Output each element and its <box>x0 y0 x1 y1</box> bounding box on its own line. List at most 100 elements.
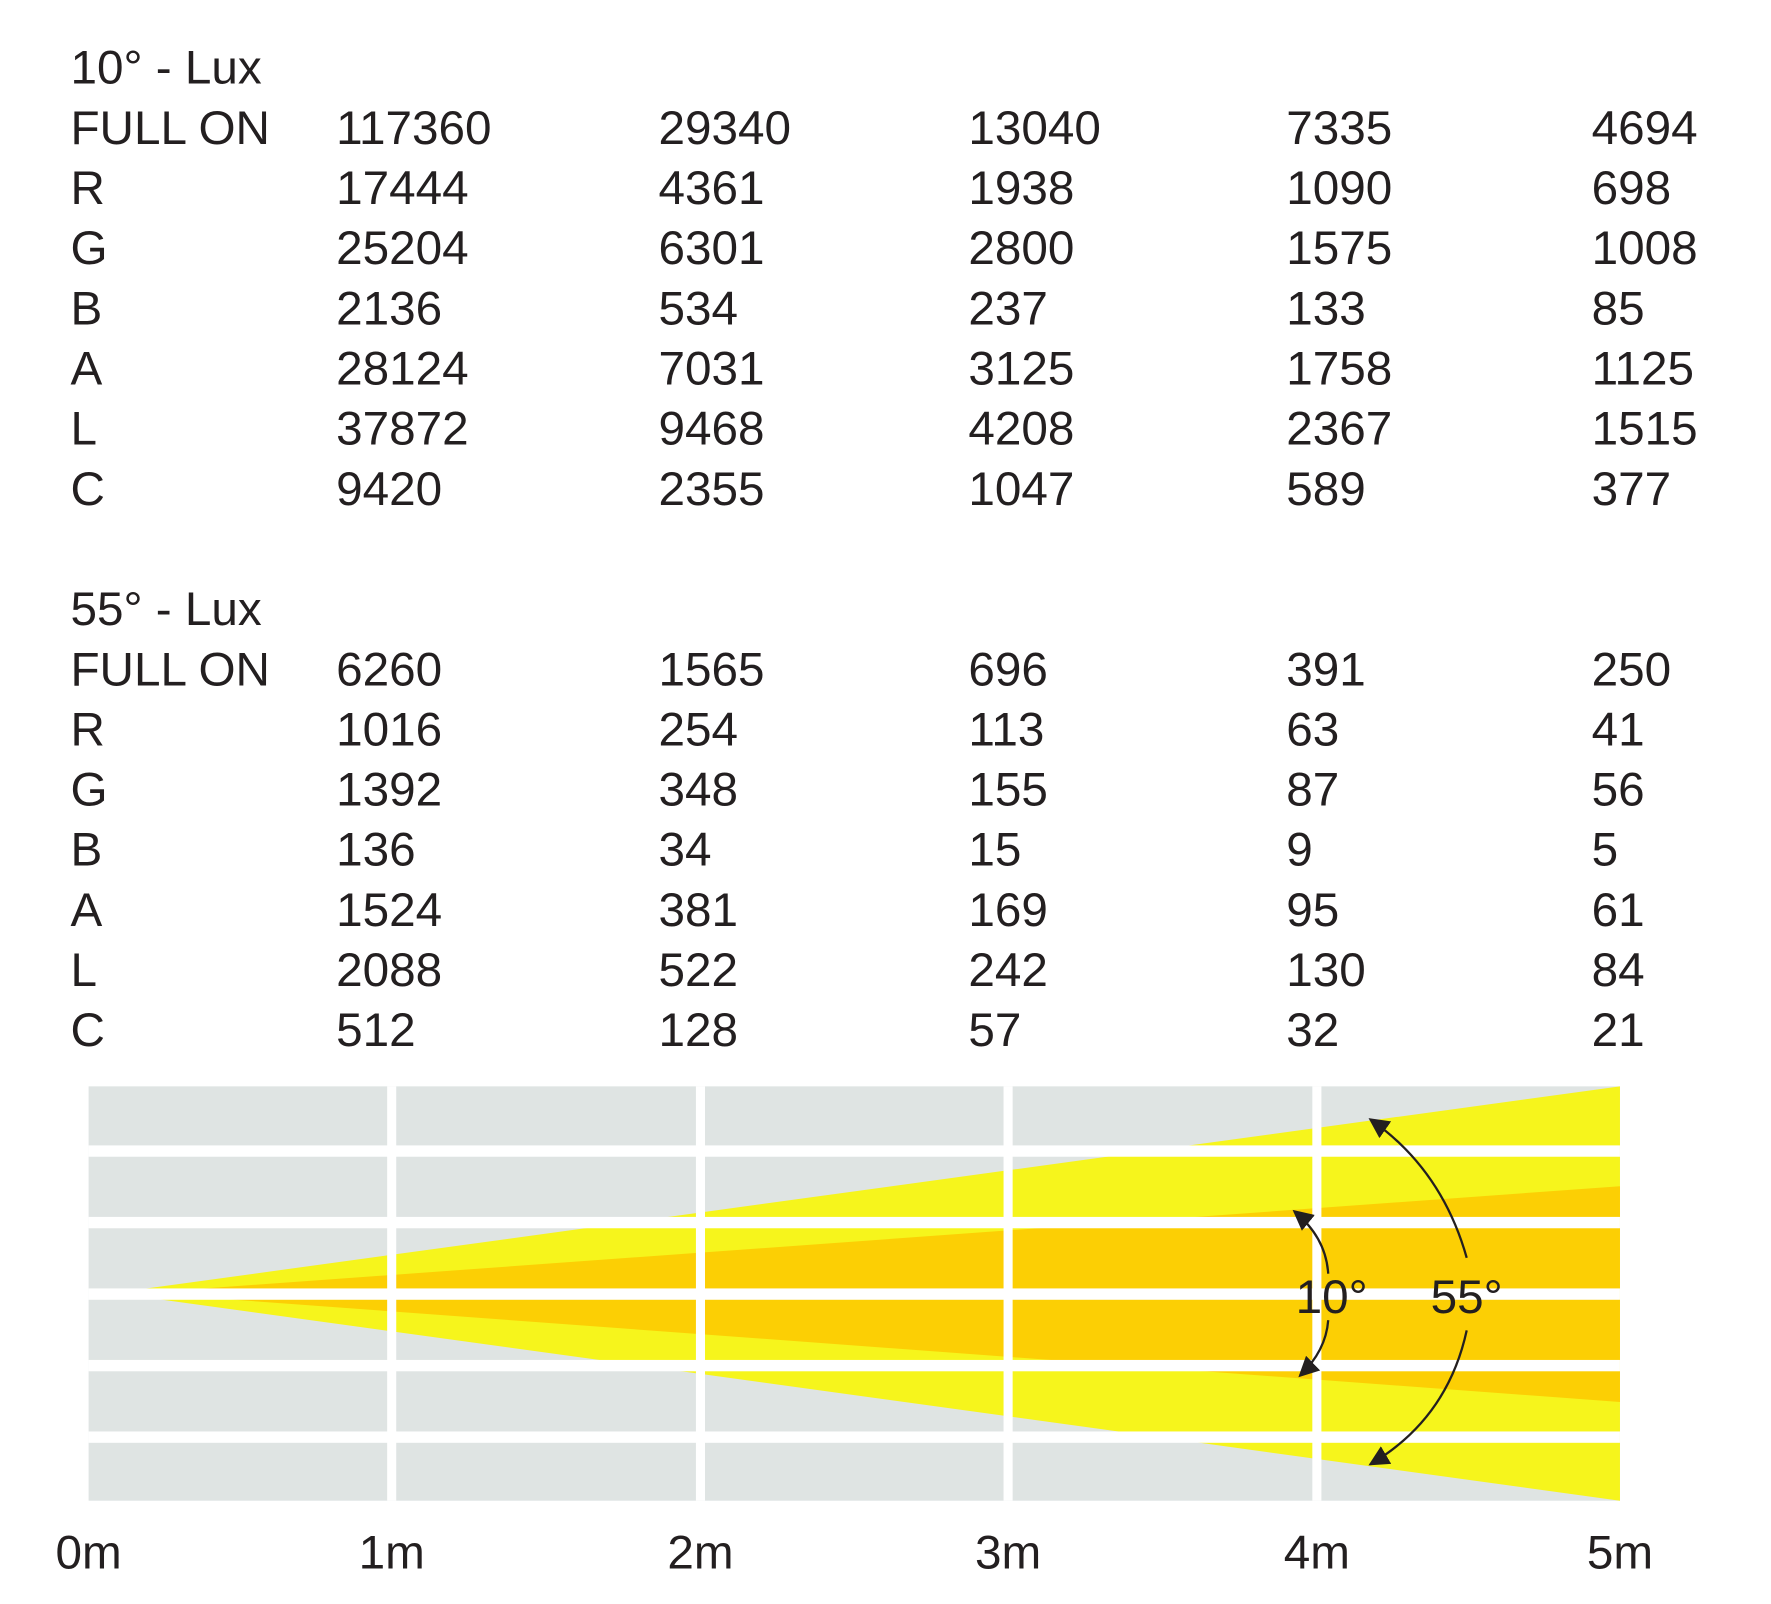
lux-value: 9 <box>1286 824 1313 877</box>
lux-value: 2367 <box>1286 403 1392 456</box>
lux-value: 28124 <box>336 342 469 395</box>
lux-value: 37872 <box>336 403 469 456</box>
lux-value: 9468 <box>658 403 764 456</box>
lux-value: 2800 <box>968 222 1074 275</box>
lux-value: 155 <box>968 764 1048 817</box>
lux-value: 2355 <box>658 463 764 516</box>
table-title: 55° - Lux <box>70 583 261 636</box>
lux-value: 237 <box>968 282 1048 335</box>
lux-value: 130 <box>1286 944 1366 997</box>
row-label: B <box>70 824 102 877</box>
lux-value: 4208 <box>968 403 1074 456</box>
arrow-10-up <box>1292 1209 1330 1274</box>
lux-value: 512 <box>336 1004 416 1057</box>
lux-value: 4361 <box>658 162 764 215</box>
distance-label: 1m <box>359 1526 425 1579</box>
lux-value: 17444 <box>336 162 469 215</box>
lux-value: 1565 <box>658 643 764 696</box>
lux-value: 381 <box>658 884 738 937</box>
beam-diagram <box>88 1086 1620 1501</box>
angle-label: 10° <box>1296 1271 1368 1324</box>
arrow-55-up <box>1368 1118 1468 1259</box>
row-label: FULL ON <box>70 643 270 696</box>
distance-label: 4m <box>1284 1526 1350 1579</box>
angle-label: 55° <box>1431 1271 1503 1324</box>
lux-value: 6301 <box>658 222 764 275</box>
lux-value: 589 <box>1286 463 1366 516</box>
lux-value: 9420 <box>336 463 442 516</box>
lux-value: 698 <box>1592 162 1672 215</box>
lux-value: 7335 <box>1286 102 1392 155</box>
lux-value: 41 <box>1592 703 1645 756</box>
row-label: A <box>70 342 102 395</box>
row-label: FULL ON <box>70 102 270 155</box>
lux-value: 133 <box>1286 282 1366 335</box>
row-label: R <box>70 162 104 215</box>
lux-value: 56 <box>1592 764 1645 817</box>
lux-value: 136 <box>336 824 416 877</box>
row-label: C <box>70 1004 104 1057</box>
row-label: B <box>70 282 102 335</box>
lux-value: 3125 <box>968 342 1074 395</box>
lux-value: 1125 <box>1592 342 1694 395</box>
lux-value: 1515 <box>1592 403 1698 456</box>
lux-value: 61 <box>1592 884 1645 937</box>
lux-value: 25204 <box>336 222 469 275</box>
lux-value: 63 <box>1286 703 1339 756</box>
lux-value: 1090 <box>1286 162 1392 215</box>
lux-value: 84 <box>1592 944 1645 997</box>
row-label: A <box>70 884 102 937</box>
lux-value: 522 <box>658 944 738 997</box>
lux-value: 254 <box>658 703 738 756</box>
lux-value: 5 <box>1592 824 1619 877</box>
lux-value: 377 <box>1592 463 1672 516</box>
lux-value: 32 <box>1286 1004 1339 1057</box>
lux-value: 1392 <box>336 764 442 817</box>
row-label: G <box>70 222 107 275</box>
lux-value: 1524 <box>336 884 442 937</box>
lux-value: 34 <box>658 824 711 877</box>
lux-value: 7031 <box>658 342 764 395</box>
row-label: G <box>70 764 107 817</box>
arrow-55-down <box>1368 1330 1468 1466</box>
lux-value: 242 <box>968 944 1048 997</box>
lux-value: 29340 <box>658 102 791 155</box>
lux-value: 85 <box>1592 282 1645 335</box>
lux-value: 4694 <box>1592 102 1698 155</box>
distance-label: 5m <box>1587 1526 1653 1579</box>
row-label: L <box>70 944 97 997</box>
row-label: L <box>70 403 97 456</box>
lux-value: 1016 <box>336 703 442 756</box>
distance-label: 2m <box>667 1526 733 1579</box>
table-title: 10° - Lux <box>70 42 261 95</box>
lux-value: 1758 <box>1286 342 1392 395</box>
lux-value: 1047 <box>968 463 1074 516</box>
lux-value: 534 <box>658 282 738 335</box>
lux-value: 95 <box>1286 884 1339 937</box>
lux-value: 1938 <box>968 162 1074 215</box>
lux-value: 1008 <box>1592 222 1698 275</box>
arrow-10-down <box>1298 1320 1330 1378</box>
distance-label: 0m <box>56 1526 122 1579</box>
row-label: R <box>70 703 104 756</box>
row-label: C <box>70 463 104 516</box>
lux-value: 113 <box>968 703 1044 756</box>
lux-value: 13040 <box>968 102 1101 155</box>
lux-value: 15 <box>968 824 1021 877</box>
lux-value: 87 <box>1286 764 1339 817</box>
lux-value: 391 <box>1286 643 1366 696</box>
lux-value: 6260 <box>336 643 442 696</box>
lux-value: 696 <box>968 643 1048 696</box>
lux-value: 21 <box>1592 1004 1645 1057</box>
lux-value: 250 <box>1592 643 1672 696</box>
lux-value: 169 <box>968 884 1048 937</box>
lux-value: 1575 <box>1286 222 1392 275</box>
grid-gaps <box>88 1086 1620 1501</box>
distance-label: 3m <box>975 1526 1041 1579</box>
lux-value: 128 <box>658 1004 738 1057</box>
lux-value: 57 <box>968 1004 1021 1057</box>
lux-value: 2136 <box>336 282 442 335</box>
lux-value: 348 <box>658 764 738 817</box>
